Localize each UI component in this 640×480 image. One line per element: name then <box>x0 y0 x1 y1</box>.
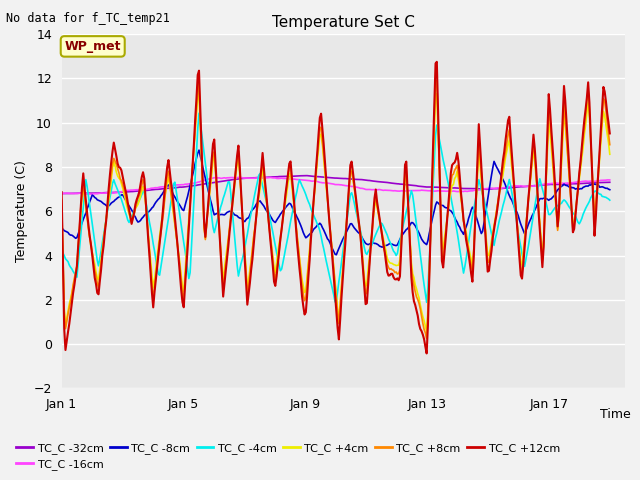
Text: No data for f_TC_temp21: No data for f_TC_temp21 <box>6 12 170 25</box>
Y-axis label: Temperature (C): Temperature (C) <box>15 160 28 262</box>
Text: WP_met: WP_met <box>65 40 121 53</box>
X-axis label: Time: Time <box>600 408 630 421</box>
Title: Temperature Set C: Temperature Set C <box>272 15 415 30</box>
Legend: TC_C -32cm, TC_C -16cm, TC_C -8cm, TC_C -4cm, TC_C +4cm, TC_C +8cm, TC_C +12cm: TC_C -32cm, TC_C -16cm, TC_C -8cm, TC_C … <box>12 438 564 474</box>
